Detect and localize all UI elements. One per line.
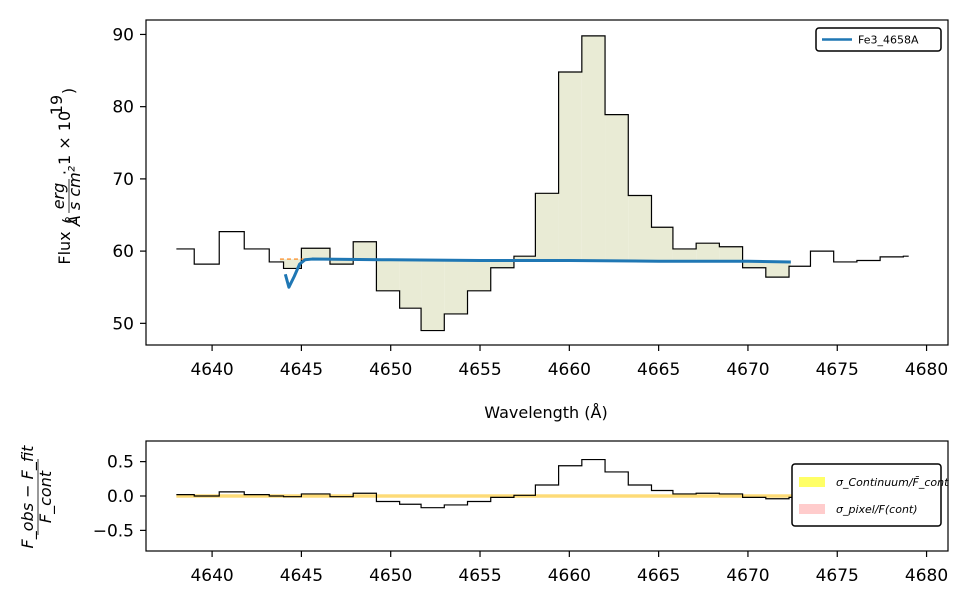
y-axis-ticks: 50 60 70 80 90 bbox=[112, 25, 146, 334]
residual-legend: σ_Continuum/F̄_cont σ_pixel/F(cont) bbox=[791, 463, 949, 527]
fill-segment bbox=[535, 193, 559, 261]
y-tick-label: −0.5 bbox=[93, 521, 134, 541]
residual-legend-box bbox=[791, 463, 942, 527]
y-axis-scale: · 1 × 10 bbox=[55, 111, 74, 175]
y-axis-unit-num: erg bbox=[49, 183, 68, 210]
uncertainty-band bbox=[176, 494, 909, 498]
x-tick-label: 4660 bbox=[548, 360, 591, 380]
line-fill-region bbox=[279, 35, 791, 331]
fill-segment bbox=[301, 248, 330, 260]
x-tick-label: 4665 bbox=[637, 566, 680, 586]
fill-segment bbox=[376, 259, 400, 291]
x-tick-label: 4675 bbox=[816, 360, 859, 380]
x-tick-label: 4650 bbox=[369, 360, 412, 380]
x-tick-label: 4665 bbox=[637, 360, 680, 380]
fill-segment bbox=[765, 261, 790, 278]
x-tick-label: 4655 bbox=[458, 360, 501, 380]
residual-y-label-num: F_obs − F_fit bbox=[18, 445, 38, 549]
x-tick-label: 4655 bbox=[458, 566, 501, 586]
x-tick-label: 4640 bbox=[190, 360, 233, 380]
residual-steps bbox=[176, 458, 909, 509]
residual-step-histogram bbox=[176, 458, 909, 509]
spectrum-panel: 4640 4645 4650 4655 4660 4665 4670 4675 4680 50 6… bbox=[47, 19, 949, 422]
fill-segment bbox=[279, 259, 284, 262]
y-tick-label: 80 bbox=[112, 98, 134, 118]
x-tick-label: 4645 bbox=[280, 566, 323, 586]
fill-segment bbox=[283, 259, 302, 269]
y-axis-label: Flux ( erg Å s cm² · 1 × 10 19 ) bbox=[47, 88, 84, 265]
fill-segment bbox=[672, 248, 697, 262]
fill-segment bbox=[490, 260, 514, 268]
legend-swatch-pixel bbox=[799, 504, 825, 514]
y-tick-label: 50 bbox=[112, 314, 134, 334]
x-tick-label: 4640 bbox=[190, 566, 233, 586]
fit-series bbox=[283, 257, 791, 289]
fill-segment bbox=[605, 114, 629, 261]
legend-label-pixel: σ_pixel/F(cont) bbox=[836, 503, 918, 516]
x-tick-label: 4680 bbox=[905, 566, 948, 586]
y-tick-label: 0.5 bbox=[107, 453, 134, 473]
fill-segment bbox=[628, 195, 652, 262]
x-tick-label: 4680 bbox=[905, 360, 948, 380]
fill-segment bbox=[558, 72, 582, 261]
fill-segment bbox=[444, 260, 468, 314]
y-tick-label: 90 bbox=[112, 25, 134, 45]
fill-segment bbox=[467, 260, 491, 291]
legend-label-fe3: Fe3_4658A bbox=[858, 34, 919, 47]
y-tick-label: 60 bbox=[112, 242, 134, 262]
x-axis-ticks-residual: 4640 4645 4650 4655 4660 4665 4670 4675 4680 bbox=[190, 551, 948, 586]
fill-segment bbox=[719, 246, 743, 262]
y-tick-label: 70 bbox=[112, 170, 134, 190]
residual-panel: 4640 4645 4650 4655 4660 4665 4670 4675 4680 0.5… bbox=[18, 440, 949, 586]
fill-segment bbox=[651, 227, 673, 262]
fill-segment bbox=[581, 35, 606, 261]
x-tick-label: 4660 bbox=[548, 566, 591, 586]
y-axis-scale-exp: 19 bbox=[47, 95, 66, 115]
series-line-fe3 bbox=[283, 257, 791, 289]
fill-segment bbox=[399, 259, 422, 309]
y-tick-label: 0.0 bbox=[107, 487, 134, 507]
x-tick-label: 4675 bbox=[816, 566, 859, 586]
y-axis-label-prefix: Flux bbox=[55, 231, 74, 264]
x-axis-ticks: 4640 4645 4650 4655 4660 4665 4670 4675 4680 bbox=[190, 345, 948, 380]
fill-segment bbox=[742, 261, 766, 268]
legend: Fe3_4658A bbox=[815, 27, 942, 52]
legend-label-continuum: σ_Continuum/F̄_cont bbox=[836, 476, 949, 489]
legend-swatch-continuum bbox=[799, 477, 825, 487]
fill-segment bbox=[421, 259, 445, 331]
residual-y-label: F_obs − F_fit F_cont bbox=[18, 445, 56, 549]
x-tick-label: 4645 bbox=[280, 360, 323, 380]
y-axis-paren-close: ) bbox=[59, 88, 78, 94]
fill-segment bbox=[329, 259, 354, 265]
y-axis-paren-open: ( bbox=[59, 218, 78, 224]
x-tick-label: 4670 bbox=[726, 566, 769, 586]
residual-y-label-den: F_cont bbox=[36, 470, 56, 523]
x-axis-label: Wavelength (Å) bbox=[484, 403, 607, 422]
legend-box bbox=[815, 27, 942, 52]
fill-segment bbox=[353, 241, 377, 260]
fill-segment bbox=[696, 243, 720, 262]
spectrum-axes bbox=[145, 19, 949, 346]
x-tick-label: 4670 bbox=[726, 360, 769, 380]
fill-segment bbox=[513, 256, 536, 261]
x-tick-label: 4650 bbox=[369, 566, 412, 586]
fill-segment bbox=[789, 261, 791, 267]
y-axis-unit-den: Å s cm² bbox=[65, 165, 84, 227]
y-axis-ticks-residual: 0.5 0.0 −0.5 bbox=[93, 453, 146, 541]
continuum-uncertainty-band bbox=[176, 494, 909, 498]
